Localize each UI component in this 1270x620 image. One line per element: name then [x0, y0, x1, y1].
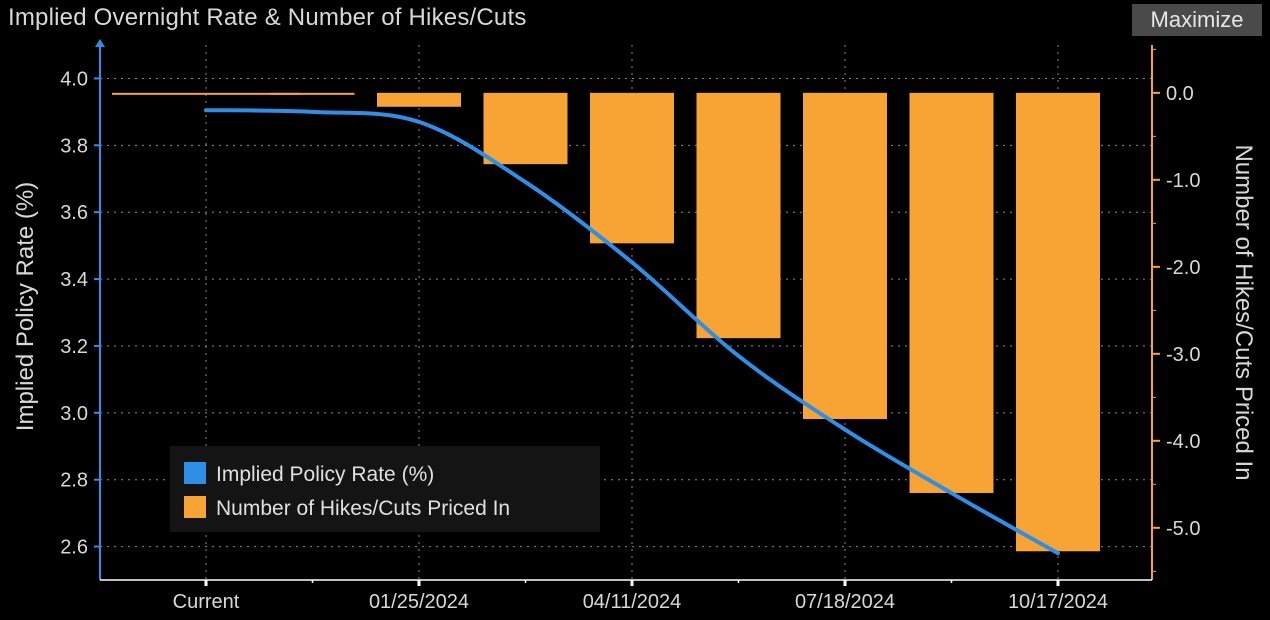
- left-axis-arrow: [95, 39, 105, 47]
- legend: Implied Policy Rate (%) Number of Hikes/…: [170, 446, 600, 532]
- bar-series: [112, 92, 1100, 552]
- right-tick-label-2: -2.0: [1166, 257, 1200, 279]
- bar-4: [590, 92, 674, 244]
- left-tick-label-7: 2.6: [60, 537, 88, 559]
- bar-3: [483, 92, 568, 165]
- maximize-button[interactable]: Maximize: [1132, 4, 1262, 36]
- axes: 4.0 3.8 3.6 3.4 3.2 3.0 2.8 2.6 Implied Policy R…: [12, 39, 1257, 613]
- right-axis-title: Number of Hikes/Cuts Priced In: [1230, 144, 1257, 480]
- right-tick-label-5: -5.0: [1166, 518, 1200, 540]
- left-tick-label-2: 3.6: [60, 202, 88, 224]
- bar-5: [696, 92, 781, 339]
- bar-8: [1016, 92, 1100, 552]
- left-tick-label-5: 3.0: [60, 403, 88, 425]
- legend-entry-hikes: Number of Hikes/Cuts Priced In: [216, 497, 510, 520]
- rate-line: [204, 108, 1060, 556]
- right-tick-label-4: -4.0: [1166, 431, 1200, 453]
- bar-7: [909, 92, 994, 494]
- legend-swatch-bar: [184, 496, 206, 518]
- line-series: [204, 108, 1060, 556]
- left-tick-label-0: 4.0: [60, 68, 88, 90]
- x-tick-label-4: 04/11/2024: [583, 591, 682, 613]
- left-axis-title: Implied Policy Rate (%): [12, 182, 39, 431]
- x-tick-label-6: 07/18/2024: [795, 591, 895, 613]
- legend-entry-rate: Implied Policy Rate (%): [216, 463, 434, 486]
- right-tick-label-0: 0.0: [1166, 83, 1194, 105]
- chart-title: Implied Overnight Rate & Number of Hikes…: [8, 4, 527, 31]
- left-tick-label-1: 3.8: [60, 135, 88, 157]
- right-tick-label-3: -3.0: [1166, 344, 1200, 366]
- right-tick-label-1: -1.0: [1166, 170, 1200, 192]
- left-tick-label-3: 3.4: [60, 269, 88, 291]
- x-tick-label-0: Current: [173, 591, 240, 613]
- bar-2: [377, 92, 461, 107]
- x-tick-label-8: 10/17/2024: [1008, 591, 1108, 613]
- bar-1: [270, 92, 355, 95]
- bar-0: [112, 92, 300, 95]
- x-tick-label-2: 01/25/2024: [369, 591, 469, 613]
- left-tick-label-4: 3.2: [60, 336, 88, 358]
- legend-swatch-line: [184, 462, 206, 484]
- legend-background: [170, 446, 600, 532]
- left-tick-label-6: 2.8: [60, 470, 88, 492]
- bar-6: [803, 92, 887, 420]
